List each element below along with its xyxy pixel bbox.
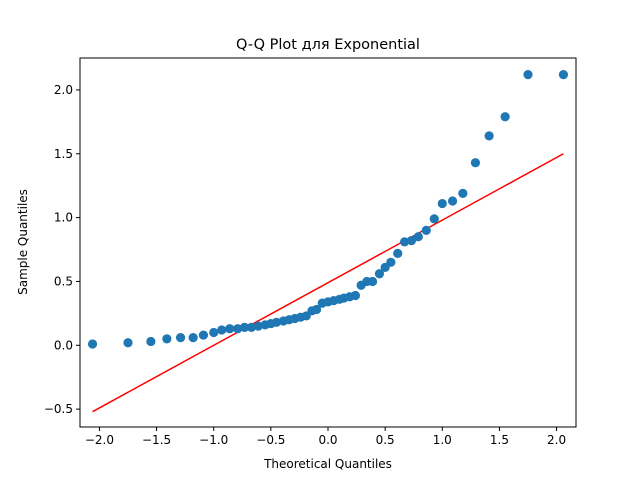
data-point — [239, 322, 250, 333]
data-point — [225, 324, 235, 334]
plot-area: −2.0 −1.5 −1.0 −0.5 0.0 0.5 1.0 1.5 2.0 −0.5 0.0 0… — [44, 57, 577, 447]
data-point — [188, 333, 198, 343]
data-points — [87, 69, 569, 349]
data-point — [374, 269, 385, 279]
x-tick-label: −1.0 — [199, 433, 228, 447]
y-tick-label: 2.0 — [54, 83, 73, 97]
reference-line-layer — [92, 153, 564, 413]
data-point — [484, 131, 494, 141]
axes-frame — [79, 57, 577, 428]
x-tick-label: 1.0 — [433, 433, 452, 447]
y-tick-label: 0.5 — [54, 274, 73, 288]
data-point — [470, 158, 481, 168]
x-tick-label: 0.0 — [318, 433, 337, 447]
data-point — [458, 188, 468, 198]
data-point — [87, 339, 98, 349]
data-point — [437, 198, 447, 209]
data-point — [146, 336, 156, 347]
y-tick-label: 1.5 — [54, 147, 73, 161]
x-tick-label: −0.5 — [256, 433, 285, 447]
data-point — [198, 330, 209, 340]
y-tick-label: 1.0 — [54, 211, 73, 225]
data-point — [421, 225, 431, 235]
y-tick-label: 0.0 — [54, 338, 73, 352]
x-tick-label: −2.0 — [85, 433, 114, 447]
data-point — [413, 232, 423, 242]
x-tick-label: 0.5 — [376, 433, 395, 447]
y-axis: −0.5 0.0 0.5 1.0 1.5 2.0 — [44, 83, 80, 416]
data-point — [233, 324, 243, 334]
data-point — [350, 290, 361, 301]
data-point — [246, 322, 257, 333]
x-axis-label: Theoretical Quantiles — [263, 457, 392, 471]
data-point — [558, 69, 569, 80]
reference-line — [92, 153, 564, 413]
chart-title: Q-Q Plot для Exponential — [236, 37, 420, 53]
data-point — [367, 276, 378, 287]
data-point — [447, 196, 458, 206]
y-axis-label: Sample Quantiles — [16, 189, 30, 295]
data-point — [429, 214, 439, 224]
data-point — [399, 237, 410, 247]
data-point — [209, 327, 219, 338]
x-tick-label: 2.0 — [547, 433, 566, 447]
x-axis: −2.0 −1.5 −1.0 −0.5 0.0 0.5 1.0 1.5 2.0 — [85, 427, 566, 447]
data-point — [311, 304, 322, 315]
y-tick-label: −0.5 — [44, 402, 73, 416]
data-point — [253, 321, 263, 331]
data-point — [123, 338, 133, 348]
data-point — [393, 248, 403, 258]
data-point — [500, 112, 510, 122]
data-point — [386, 257, 396, 267]
data-point — [162, 334, 172, 344]
x-tick-label: 1.5 — [490, 433, 509, 447]
data-point — [271, 317, 282, 327]
data-point — [523, 69, 533, 80]
data-point — [175, 333, 186, 343]
x-tick-label: −1.5 — [142, 433, 171, 447]
data-point — [217, 325, 227, 335]
data-point — [406, 235, 417, 246]
